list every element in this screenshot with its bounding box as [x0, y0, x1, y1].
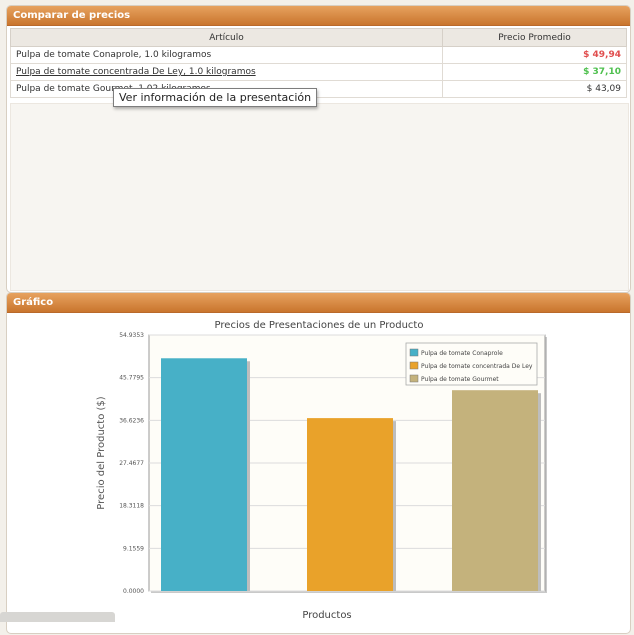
legend-label: Pulpa de tomate Conaprole — [421, 350, 503, 357]
table-row[interactable]: Pulpa de tomate concentrada De Ley, 1.0 … — [10, 63, 627, 81]
price-comparison-header: Comparar de precios — [7, 6, 630, 26]
legend-swatch — [409, 361, 419, 370]
y-tick-label: 45.7795 — [119, 375, 144, 382]
legend-label: Pulpa de tomate Gourmet — [421, 376, 499, 383]
y-tick-label: 54.9353 — [119, 332, 144, 339]
y-tick-label: 27.4677 — [119, 460, 144, 467]
legend-box — [405, 342, 538, 386]
price-comparison-panel: Comparar de precios Artículo Precio Prom… — [6, 5, 631, 293]
table-empty-area — [10, 103, 629, 291]
product-price: $ 43,09 — [442, 80, 627, 98]
chart-panel-header: Gráfico — [7, 293, 630, 313]
table-row[interactable]: Pulpa de tomate Conaprole, 1.0 kilogramo… — [10, 46, 627, 64]
bar — [452, 390, 538, 591]
bar — [307, 418, 393, 591]
presentation-info-tooltip: Ver información de la presentación — [113, 88, 318, 107]
product-name-link[interactable]: Pulpa de tomate concentrada De Ley, 1.0 … — [10, 63, 443, 81]
product-name[interactable]: Pulpa de tomate Conaprole, 1.0 kilogramo… — [10, 46, 443, 64]
y-tick-label: 0.0000 — [123, 588, 144, 595]
x-axis-label: Productos — [302, 610, 351, 621]
y-tick-label: 36.6236 — [119, 417, 144, 424]
bottom-scrollbar[interactable] — [0, 612, 115, 622]
legend-swatch — [409, 374, 419, 383]
y-tick-label: 18.3118 — [119, 503, 144, 510]
table-row[interactable]: Pulpa de tomate Gourmet, 1.02 kilogramos… — [10, 80, 627, 98]
legend-label: Pulpa de tomate concentrada De Ley — [421, 363, 533, 370]
product-price: $ 37,10 — [442, 63, 627, 81]
product-price: $ 49,94 — [442, 46, 627, 64]
price-table: Artículo Precio Promedio Pulpa de tomate… — [10, 28, 627, 98]
y-axis-label: Precio del Producto ($) — [96, 396, 107, 509]
bar — [161, 358, 247, 591]
column-header-avg-price[interactable]: Precio Promedio — [442, 28, 627, 47]
legend-swatch — [409, 348, 419, 357]
y-tick-label: 9.1559 — [123, 545, 144, 552]
column-header-article[interactable]: Artículo — [10, 28, 443, 47]
chart-title: Precios de Presentaciones de un Producto — [215, 320, 424, 331]
chart-panel: Gráfico Precios de Presentaciones de un … — [6, 292, 631, 634]
price-bar-chart: Precios de Presentaciones de un Producto… — [96, 320, 547, 621]
chart-area: Precios de Presentaciones de un Producto… — [9, 315, 628, 631]
